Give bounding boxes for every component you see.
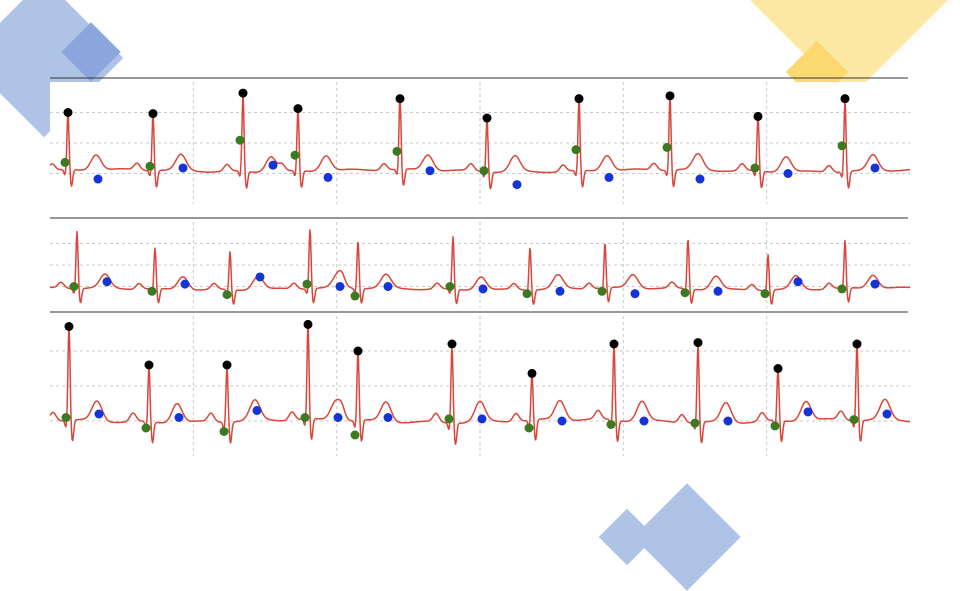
r-peak-marker xyxy=(148,109,158,119)
p-wave-marker xyxy=(680,288,690,298)
ecg-figure xyxy=(49,77,911,456)
t-wave-marker xyxy=(604,172,614,182)
t-wave-marker xyxy=(639,416,649,426)
t-wave-marker xyxy=(383,413,393,422)
t-wave-marker xyxy=(93,174,103,184)
t-wave-marker xyxy=(630,289,640,299)
p-wave-marker xyxy=(235,135,245,145)
t-wave-marker xyxy=(333,413,343,422)
p-wave-marker xyxy=(606,420,616,429)
p-wave-marker xyxy=(837,141,847,151)
t-wave-marker xyxy=(335,282,345,291)
p-wave-marker xyxy=(479,166,489,176)
r-peak-marker xyxy=(852,339,862,349)
p-wave-marker xyxy=(60,157,70,167)
r-peak-marker xyxy=(574,94,584,104)
p-wave-marker xyxy=(750,163,760,173)
r-peak-marker xyxy=(482,113,492,123)
p-wave-marker xyxy=(837,284,847,294)
r-peak-marker xyxy=(238,88,248,98)
p-wave-marker xyxy=(350,291,360,301)
p-wave-marker xyxy=(524,423,534,433)
ecg-trace xyxy=(49,321,911,445)
r-peak-marker xyxy=(353,346,363,356)
t-wave-marker xyxy=(713,286,723,296)
r-peak-marker xyxy=(447,339,457,349)
t-wave-marker xyxy=(695,174,705,184)
t-wave-marker xyxy=(255,272,265,282)
p-wave-marker xyxy=(444,414,454,424)
p-wave-marker xyxy=(571,145,581,155)
p-wave-marker xyxy=(147,286,157,296)
p-wave-marker xyxy=(849,415,859,425)
r-peak-marker xyxy=(693,338,703,348)
ecg-strip-2 xyxy=(49,217,911,308)
t-wave-marker xyxy=(803,407,813,417)
p-wave-marker xyxy=(145,161,155,171)
r-peak-marker xyxy=(222,360,232,370)
t-wave-marker xyxy=(94,409,104,419)
p-wave-marker xyxy=(300,413,310,422)
p-wave-marker xyxy=(302,279,312,289)
p-wave-marker xyxy=(392,146,402,156)
t-wave-marker xyxy=(557,416,567,426)
p-wave-marker xyxy=(770,421,780,431)
t-wave-marker xyxy=(102,277,112,287)
t-wave-marker xyxy=(870,163,880,173)
r-peak-marker xyxy=(753,111,763,121)
p-wave-marker xyxy=(69,282,79,291)
p-wave-marker xyxy=(61,413,71,422)
t-wave-marker xyxy=(180,279,190,289)
r-peak-marker xyxy=(63,108,73,117)
t-wave-marker xyxy=(268,160,278,170)
t-wave-marker xyxy=(723,416,733,426)
r-peak-marker xyxy=(773,364,783,373)
t-wave-marker xyxy=(477,414,487,424)
p-wave-marker xyxy=(522,289,532,299)
p-wave-marker xyxy=(760,289,770,299)
r-peak-marker xyxy=(840,94,850,104)
t-wave-marker xyxy=(178,163,188,173)
r-peak-marker xyxy=(144,360,154,370)
t-wave-marker xyxy=(383,282,393,291)
t-wave-marker xyxy=(783,169,793,178)
p-wave-marker xyxy=(597,286,607,296)
ecg-strip-3 xyxy=(49,311,911,456)
t-wave-marker xyxy=(252,406,262,415)
t-wave-marker xyxy=(870,279,880,289)
t-wave-marker xyxy=(793,277,803,287)
t-wave-marker xyxy=(555,286,565,296)
r-peak-marker xyxy=(303,319,313,329)
ecg-trace xyxy=(49,229,911,305)
p-wave-marker xyxy=(350,430,360,440)
p-wave-marker xyxy=(219,427,229,436)
r-peak-marker xyxy=(665,91,675,101)
p-wave-marker xyxy=(662,142,672,152)
t-wave-marker xyxy=(478,284,488,294)
r-peak-marker xyxy=(64,322,74,331)
p-wave-marker xyxy=(222,290,232,300)
t-wave-marker xyxy=(323,172,333,182)
t-wave-marker xyxy=(882,409,892,419)
t-wave-marker xyxy=(425,166,435,176)
p-wave-marker xyxy=(141,423,151,433)
p-wave-marker xyxy=(445,282,455,291)
r-peak-marker xyxy=(527,368,537,378)
r-peak-marker xyxy=(293,104,303,114)
r-peak-marker xyxy=(609,339,619,349)
t-wave-marker xyxy=(174,413,184,422)
ecg-strip-1 xyxy=(49,77,911,204)
t-wave-marker xyxy=(512,180,522,190)
p-wave-marker xyxy=(690,418,700,428)
p-wave-marker xyxy=(290,150,300,160)
r-peak-marker xyxy=(395,94,405,104)
